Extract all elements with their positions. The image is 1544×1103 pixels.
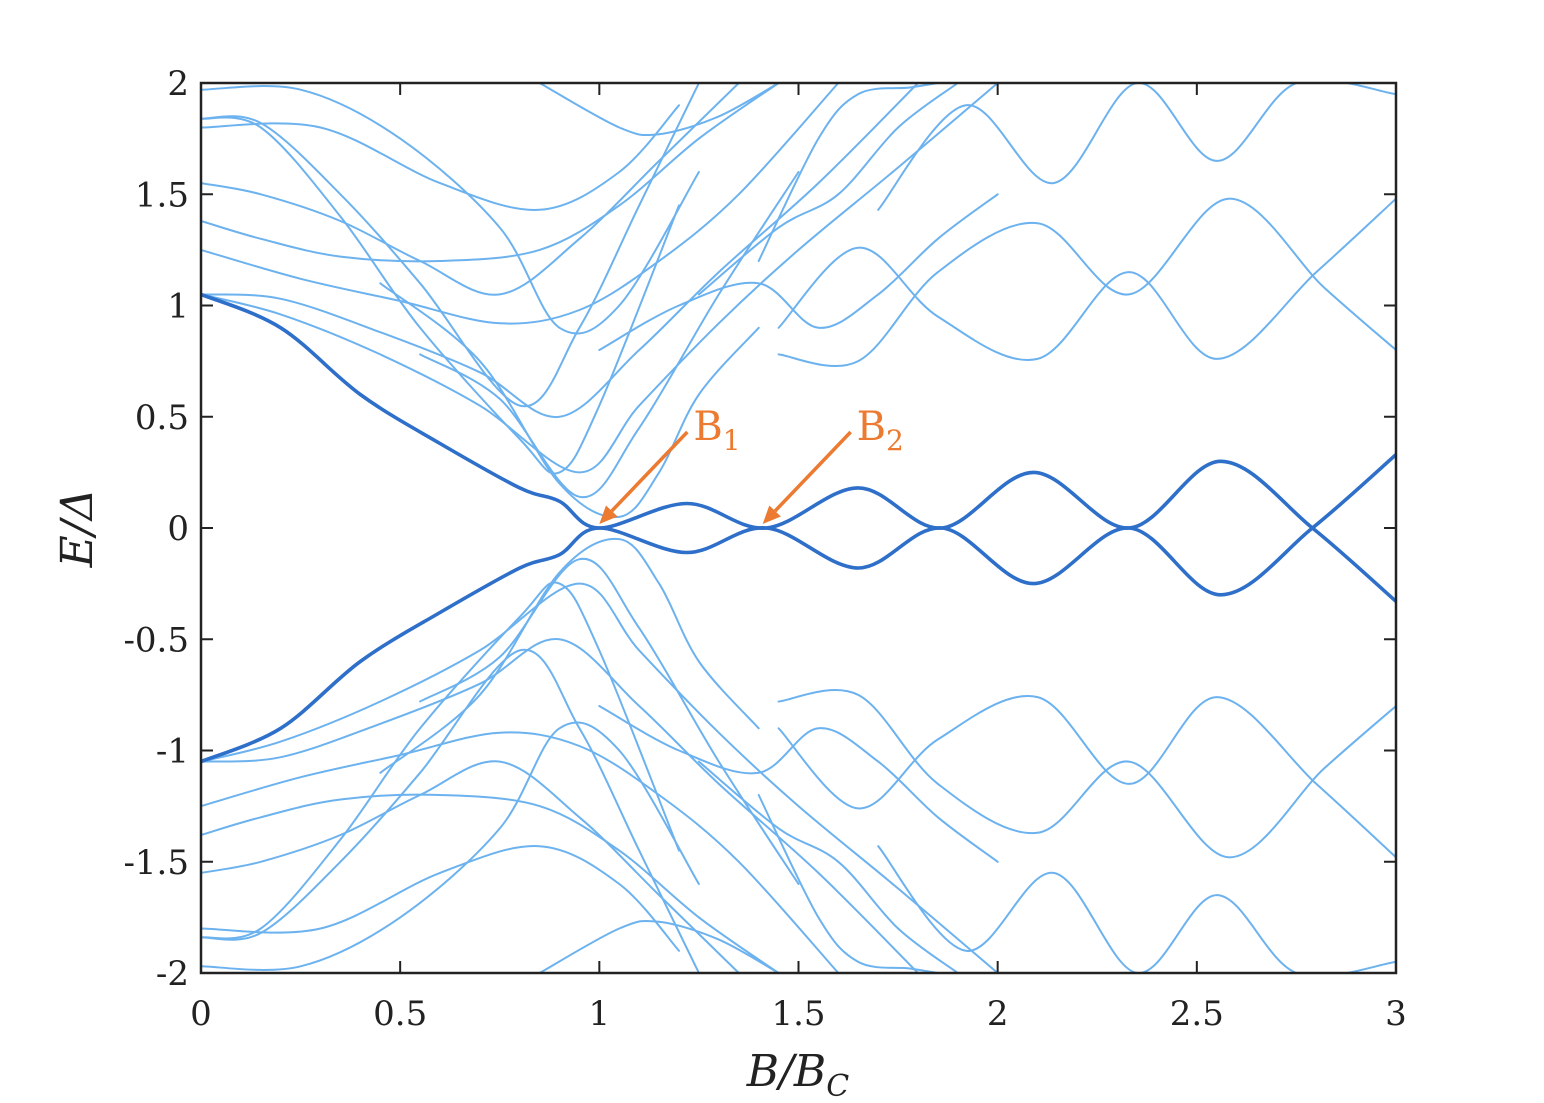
bulk-line-14 bbox=[598, 193, 999, 351]
y-tick-label: 2 bbox=[167, 64, 189, 104]
bulk-line-12 bbox=[419, 171, 800, 499]
annotation-arrowhead-1 bbox=[599, 505, 618, 524]
y-axis-label: E/Δ bbox=[52, 489, 103, 569]
bulk-line-10 bbox=[538, 83, 780, 137]
bulk-line-34 bbox=[757, 794, 939, 973]
annotation-label-1: B1 bbox=[693, 404, 740, 457]
bulk-line-27 bbox=[201, 845, 680, 952]
bulk-line-24 bbox=[201, 760, 740, 973]
y-tick-label: 1.5 bbox=[135, 175, 189, 215]
bulk-line-33 bbox=[697, 760, 959, 973]
tick-layer: 0 0.5 1 1.5 2 2.5 3 -2 -1.5 -1 -0.5 0 0.5 1 1.5 2 bbox=[123, 64, 1406, 1034]
y-tick-label: -1 bbox=[156, 732, 189, 772]
y-tick-label: -0.5 bbox=[123, 620, 189, 660]
bulk-line-22 bbox=[201, 731, 840, 973]
annotation-label-2: B2 bbox=[857, 404, 904, 457]
bulk-line-5 bbox=[201, 83, 780, 263]
bulk-line-7 bbox=[201, 83, 700, 408]
x-axis-label-sub: C bbox=[826, 1069, 849, 1103]
x-tick-label: 2.5 bbox=[1170, 994, 1224, 1034]
bulk-line-28 bbox=[538, 919, 780, 973]
bulk-line-37 bbox=[777, 695, 1396, 859]
bulk-line-30 bbox=[419, 557, 800, 885]
bulk-line-4 bbox=[201, 83, 840, 325]
bulk-line-6 bbox=[201, 83, 740, 296]
y-tick-label: 1 bbox=[167, 287, 189, 327]
x-tick-label: 0 bbox=[190, 994, 212, 1034]
bulk-line-36 bbox=[777, 689, 1396, 859]
y-tick-label: 0 bbox=[167, 509, 189, 549]
annotation-arrow-1 bbox=[610, 430, 689, 513]
x-tick-label: 3 bbox=[1385, 994, 1407, 1034]
bulk-line-20 bbox=[201, 582, 999, 973]
bulk-line-17 bbox=[877, 83, 1396, 211]
bulk-line-15 bbox=[697, 83, 959, 296]
x-tick-label: 1 bbox=[589, 994, 611, 1034]
x-axis-label: B/BC bbox=[746, 1046, 850, 1103]
bulk-line-8 bbox=[201, 116, 680, 475]
bulk-line-9 bbox=[201, 104, 680, 211]
annotation-layer: B1 B2 bbox=[599, 404, 904, 524]
bulk-line-31 bbox=[379, 537, 760, 774]
y-tick-label: -1.5 bbox=[123, 843, 189, 883]
y-tick-label: -2 bbox=[156, 954, 189, 994]
x-axis-label-main: B/B bbox=[746, 1046, 827, 1097]
y-tick-label: 0.5 bbox=[135, 398, 189, 438]
bulk-line-16 bbox=[757, 83, 939, 262]
bulk-line-35 bbox=[877, 845, 1396, 973]
series-layer bbox=[201, 83, 1396, 973]
bulk-line-26 bbox=[201, 581, 680, 940]
bulk-line-18 bbox=[777, 197, 1396, 367]
bulk-line-23 bbox=[201, 793, 780, 973]
x-tick-label: 2 bbox=[987, 994, 1009, 1034]
bulk-line-29 bbox=[201, 721, 700, 971]
bulk-line-3 bbox=[201, 83, 919, 418]
x-tick-label: 0.5 bbox=[373, 994, 427, 1034]
bulk-line-32 bbox=[598, 705, 999, 863]
annotation-arrowhead-2 bbox=[762, 505, 781, 524]
x-tick-label: 1.5 bbox=[771, 994, 825, 1034]
bulk-line-19 bbox=[777, 197, 1396, 361]
bulk-line-2 bbox=[201, 83, 999, 474]
bulk-line-25 bbox=[201, 648, 700, 973]
low-energy-line-1 bbox=[201, 452, 1396, 764]
bulk-line-11 bbox=[201, 85, 700, 335]
annotation-arrow-2 bbox=[773, 430, 852, 513]
bulk-line-21 bbox=[201, 638, 919, 973]
